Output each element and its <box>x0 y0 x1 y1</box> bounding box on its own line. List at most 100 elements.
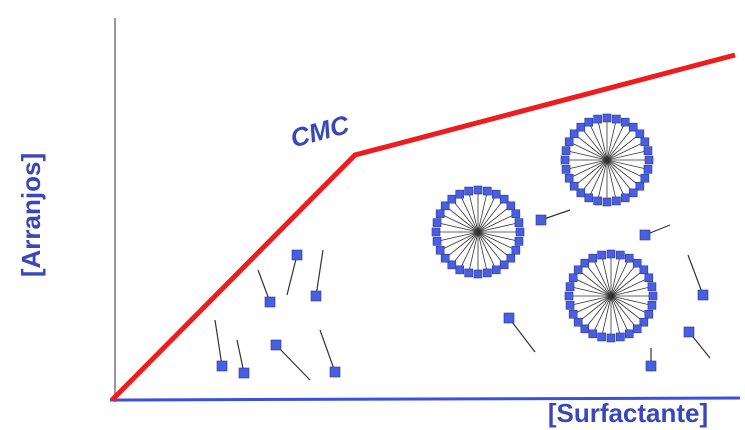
micelle-head <box>643 146 653 155</box>
micelle-head <box>620 117 630 127</box>
micelle-head <box>491 265 501 275</box>
micelle-head <box>597 332 606 342</box>
micelle-head <box>560 155 570 165</box>
micelle-head <box>624 253 634 263</box>
micelle-tail <box>610 286 653 297</box>
monomer-head <box>697 289 709 301</box>
micelle-head <box>635 181 645 191</box>
micelle-tail <box>477 231 517 251</box>
monomer-tail <box>257 269 271 303</box>
monomer-tail <box>214 319 223 367</box>
monomer-head <box>264 296 276 308</box>
micelle-head <box>606 249 616 259</box>
micelle-tail <box>477 231 505 266</box>
micelle-tail <box>606 150 649 161</box>
micelle-head <box>564 173 574 183</box>
micelle-tail <box>569 295 612 306</box>
micelle-tail <box>610 295 630 335</box>
monomer-head <box>683 326 695 338</box>
micelle-head <box>612 196 621 206</box>
micelle-head <box>569 129 579 139</box>
micelle-head <box>432 218 442 227</box>
micelle-head <box>514 218 524 227</box>
micelle-tail <box>610 295 653 306</box>
micelle-tail <box>565 150 608 161</box>
micelle-tail <box>459 193 479 233</box>
micelle-tail <box>606 159 626 199</box>
micelle-tail <box>444 231 479 259</box>
x-axis-label: [Surfactante] <box>548 398 708 428</box>
micelle-tail <box>477 205 512 233</box>
micelle-tail <box>584 295 612 330</box>
monomer-head <box>329 366 341 378</box>
micelle-head <box>440 201 450 211</box>
micelle-tail <box>436 231 479 242</box>
micelle-head <box>588 329 598 339</box>
micelle-tail <box>610 295 650 315</box>
micelle-tail <box>606 141 646 161</box>
micelle-tail <box>477 231 512 259</box>
micelle-head <box>568 309 578 319</box>
micelle-head <box>620 193 630 203</box>
micelle-tail <box>444 205 479 233</box>
micelle-head <box>506 201 516 211</box>
micelle-head <box>580 258 590 268</box>
micelle-tail <box>610 295 645 323</box>
micelle-head <box>647 301 657 310</box>
micelle-tail <box>451 231 479 266</box>
micelle-head <box>569 181 579 191</box>
micelle-head <box>435 245 445 255</box>
micelle-tail <box>573 159 608 187</box>
micelle-tail <box>569 286 612 297</box>
micelle-head <box>435 209 445 219</box>
monomer-tail <box>319 329 336 373</box>
monomer-tail <box>508 317 536 353</box>
micelle-tail <box>601 254 612 297</box>
micelle-tail <box>477 222 520 233</box>
micelle-head <box>431 227 441 237</box>
micelle-head <box>647 282 657 291</box>
micelle-head <box>584 193 594 203</box>
micelle-tail <box>572 295 612 315</box>
micelle-tail <box>568 159 608 179</box>
micelle-head <box>447 260 457 270</box>
micelle-tail <box>577 295 612 323</box>
monomer-tail <box>275 344 311 381</box>
micelle-head <box>455 189 465 199</box>
micelle-head <box>632 258 642 268</box>
micelle-tail <box>610 277 650 297</box>
monomer-head <box>238 367 250 379</box>
micelle-tail <box>468 190 479 233</box>
micelle-head <box>593 196 602 206</box>
monomer-tail <box>315 249 324 297</box>
micelle-head <box>515 227 525 237</box>
micelle-tail <box>610 269 645 297</box>
concentration-curve <box>110 52 736 402</box>
micelle-tail <box>606 159 646 179</box>
micelle-head <box>584 117 594 127</box>
micelle-head <box>455 265 465 275</box>
micelle-head <box>588 253 598 263</box>
micelle-head <box>564 137 574 147</box>
micelle-head <box>597 250 606 260</box>
micelle-tail <box>606 159 634 194</box>
micelle-head <box>432 237 442 246</box>
micelle-tail <box>588 159 608 199</box>
molecules <box>214 113 711 381</box>
micelle-head <box>576 122 586 132</box>
micelle-head <box>648 291 658 301</box>
monomer-head <box>310 290 322 302</box>
micelle-head <box>580 324 590 334</box>
micelle-tail <box>568 141 608 161</box>
micelle-head <box>612 114 621 124</box>
micelle-tail <box>477 231 497 271</box>
micelle-tail <box>606 126 634 161</box>
micelle-head <box>473 269 483 279</box>
micelle-tail <box>606 159 641 187</box>
micelle-head <box>616 250 625 260</box>
micelle-head <box>616 332 625 342</box>
micelle-head <box>565 282 575 291</box>
micelle-head <box>632 324 642 334</box>
micelle-head <box>639 317 649 327</box>
micelle-tail <box>610 295 638 330</box>
